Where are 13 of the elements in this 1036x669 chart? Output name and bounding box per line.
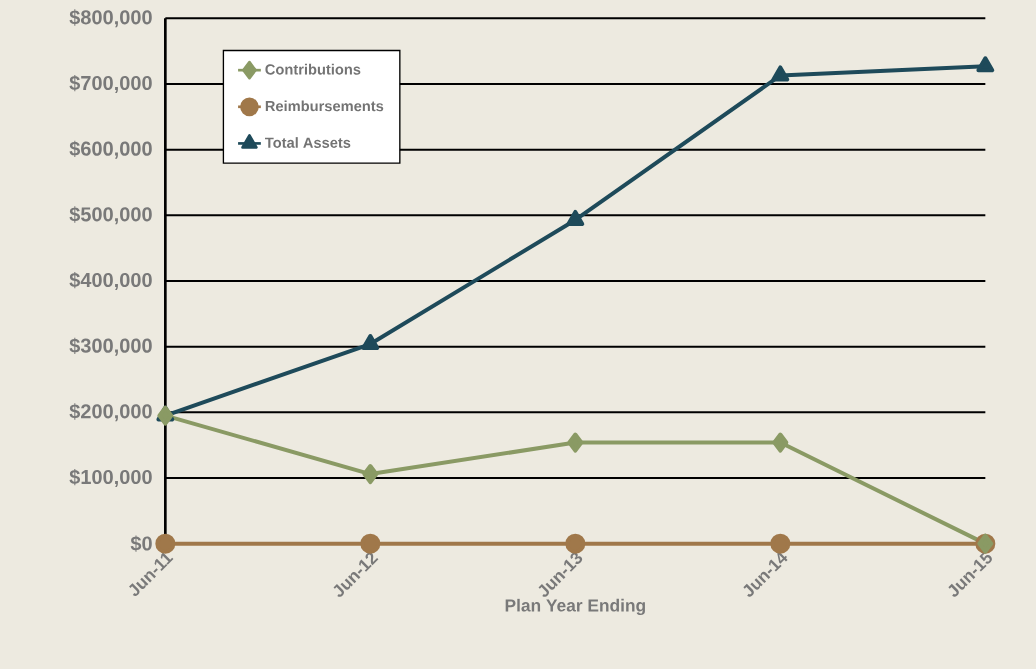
y-tick-label: $400,000 — [69, 272, 152, 290]
x-axis-title: Plan Year Ending — [505, 598, 645, 616]
y-tick-label: $800,000 — [69, 9, 152, 28]
y-tick-label: $200,000 — [69, 403, 152, 422]
y-tick-label: $600,000 — [69, 140, 152, 159]
y-tick-label: $300,000 — [69, 337, 152, 356]
y-tick-label: $700,000 — [69, 75, 152, 93]
y-tick-label: $0 — [130, 535, 152, 552]
y-tick-label: $100,000 — [69, 469, 152, 487]
legend-label: Reimbursements — [265, 100, 384, 112]
y-tick-label: $500,000 — [69, 206, 152, 225]
legend-label: Total Assets — [265, 137, 351, 148]
legend-label: Contributions — [265, 63, 361, 75]
